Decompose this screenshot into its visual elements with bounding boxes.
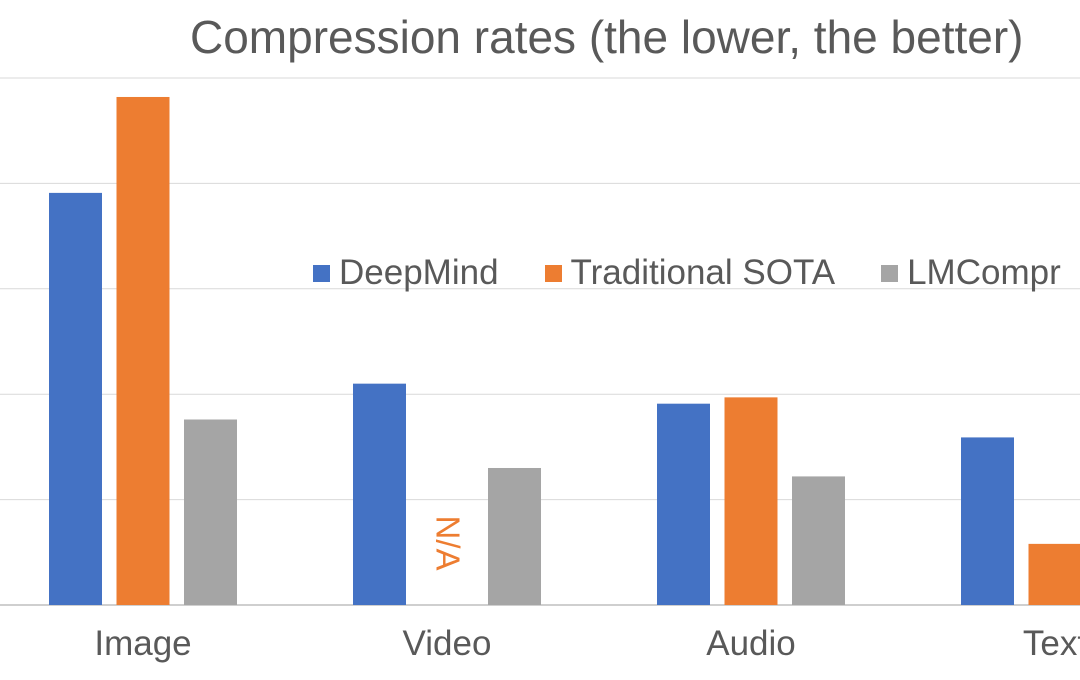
bar-text-traditional-sota	[1029, 544, 1080, 605]
legend-swatch-traditional-sota	[545, 265, 562, 282]
bar-image-lmcompr	[184, 419, 237, 605]
legend-label-deepmind: DeepMind	[339, 253, 499, 293]
legend-swatch-lmcompr	[881, 265, 898, 282]
category-label-audio: Audio	[706, 624, 796, 664]
na-annotation: N/A	[428, 515, 466, 570]
category-label-image: Image	[94, 624, 191, 664]
bar-audio-traditional-sota	[725, 397, 778, 605]
category-label-text: Text	[1023, 624, 1080, 664]
legend-label-lmcompr: LMCompr	[907, 253, 1061, 293]
bar-video-lmcompr	[488, 468, 541, 605]
chart-title: Compression rates (the lower, the better…	[190, 10, 1023, 64]
legend-label-traditional-sota: Traditional SOTA	[571, 253, 836, 293]
bar-text-deepmind	[961, 437, 1014, 605]
category-label-video: Video	[403, 624, 492, 664]
legend-swatch-deepmind	[313, 265, 330, 282]
legend-item-traditional-sota: Traditional SOTA	[545, 253, 836, 293]
bar-image-traditional-sota	[117, 97, 170, 605]
bar-image-deepmind	[49, 193, 102, 605]
legend-item-deepmind: DeepMind	[313, 253, 499, 293]
bar-audio-deepmind	[657, 404, 710, 605]
legend-item-lmcompr: LMCompr	[881, 253, 1061, 293]
legend: DeepMind Traditional SOTA LMCompr	[313, 253, 1080, 293]
bar-video-deepmind	[353, 384, 406, 605]
bar-audio-lmcompr	[792, 476, 845, 605]
